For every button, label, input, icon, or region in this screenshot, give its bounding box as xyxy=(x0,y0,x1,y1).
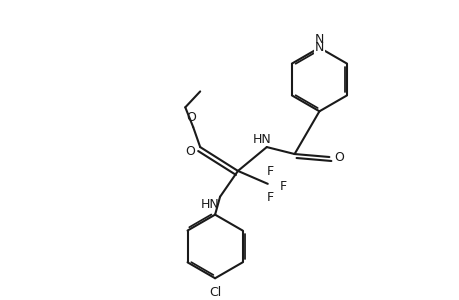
Text: F: F xyxy=(280,180,286,193)
Text: F: F xyxy=(267,165,274,178)
Text: O: O xyxy=(334,151,343,164)
Text: HN: HN xyxy=(200,198,219,211)
Text: N: N xyxy=(314,33,324,46)
Text: F: F xyxy=(267,191,274,204)
Text: O: O xyxy=(185,145,195,158)
Text: N: N xyxy=(314,41,324,54)
Text: O: O xyxy=(186,111,196,124)
Text: Cl: Cl xyxy=(208,286,221,299)
Text: HN: HN xyxy=(252,133,271,146)
